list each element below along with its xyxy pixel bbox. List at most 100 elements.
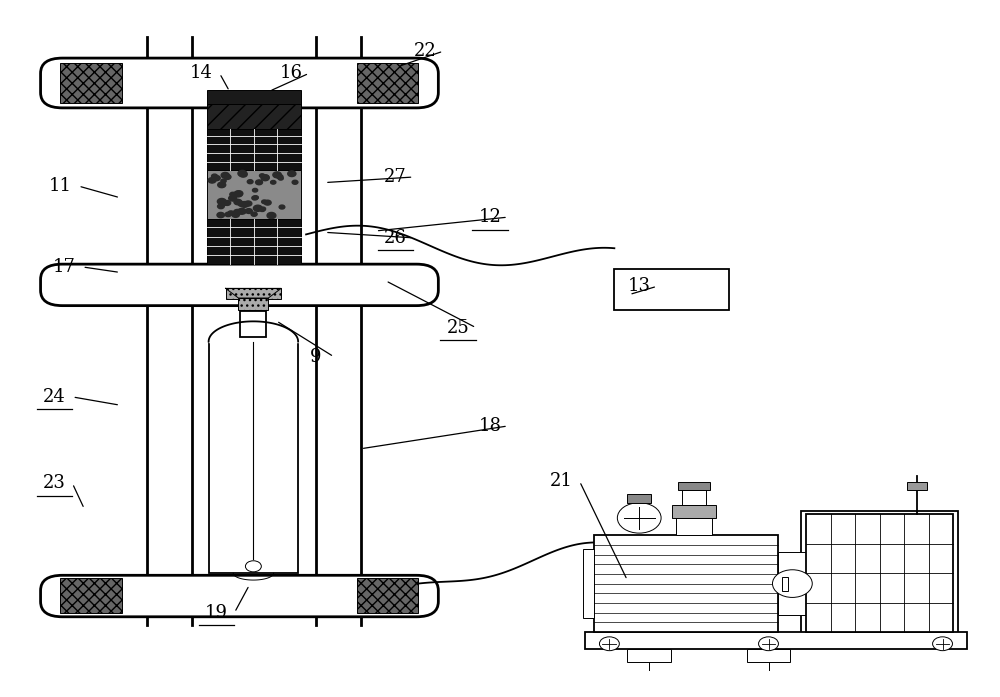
Bar xyxy=(207,170,301,218)
Text: 13: 13 xyxy=(628,277,651,296)
Bar xyxy=(207,104,301,129)
Circle shape xyxy=(245,208,252,213)
Circle shape xyxy=(261,175,269,181)
Circle shape xyxy=(218,182,226,187)
Bar xyxy=(207,90,301,105)
FancyBboxPatch shape xyxy=(41,264,438,305)
Circle shape xyxy=(245,561,261,572)
Text: 17: 17 xyxy=(53,258,76,276)
Circle shape xyxy=(234,199,242,205)
Text: 19: 19 xyxy=(205,604,228,622)
Circle shape xyxy=(224,201,231,206)
Bar xyxy=(357,578,418,613)
FancyBboxPatch shape xyxy=(41,575,438,617)
Bar xyxy=(782,576,788,590)
Circle shape xyxy=(212,174,218,178)
Circle shape xyxy=(228,211,234,215)
Circle shape xyxy=(235,191,243,196)
Circle shape xyxy=(252,188,258,192)
Circle shape xyxy=(772,569,812,597)
Circle shape xyxy=(221,172,229,178)
Circle shape xyxy=(262,200,267,204)
Bar xyxy=(238,298,268,310)
Circle shape xyxy=(253,196,258,199)
Circle shape xyxy=(256,180,263,185)
Bar xyxy=(614,269,729,310)
Circle shape xyxy=(238,208,246,214)
Bar xyxy=(627,494,651,503)
Circle shape xyxy=(933,637,952,651)
Bar xyxy=(676,518,712,535)
Bar xyxy=(778,553,806,615)
Circle shape xyxy=(253,205,262,211)
Circle shape xyxy=(217,213,224,217)
Bar xyxy=(678,482,710,490)
Bar xyxy=(226,289,281,299)
Circle shape xyxy=(259,208,265,211)
Circle shape xyxy=(229,195,237,201)
Circle shape xyxy=(234,209,241,215)
Text: 23: 23 xyxy=(43,475,66,492)
Circle shape xyxy=(247,180,253,184)
Bar xyxy=(682,490,706,505)
Circle shape xyxy=(220,201,227,206)
Circle shape xyxy=(599,637,619,651)
Bar xyxy=(801,511,958,636)
Circle shape xyxy=(225,213,231,217)
Bar xyxy=(672,505,716,518)
Circle shape xyxy=(292,181,298,184)
Circle shape xyxy=(262,175,269,180)
Circle shape xyxy=(238,201,245,206)
Text: 21: 21 xyxy=(550,473,573,490)
Bar xyxy=(60,578,122,613)
Bar xyxy=(240,311,266,337)
Text: 24: 24 xyxy=(43,388,66,406)
Bar xyxy=(806,514,953,632)
Text: 22: 22 xyxy=(414,43,437,60)
Bar xyxy=(627,650,671,661)
Circle shape xyxy=(251,212,257,216)
Circle shape xyxy=(224,174,231,179)
Bar xyxy=(209,342,298,573)
Circle shape xyxy=(252,196,258,200)
Circle shape xyxy=(238,170,247,176)
Bar xyxy=(747,650,790,661)
FancyBboxPatch shape xyxy=(41,58,438,108)
Bar xyxy=(594,535,778,632)
Circle shape xyxy=(260,207,266,210)
Text: 14: 14 xyxy=(190,64,213,82)
Text: 26: 26 xyxy=(384,229,407,247)
Text: 25: 25 xyxy=(447,319,470,337)
Bar xyxy=(357,63,418,103)
Bar xyxy=(207,129,301,170)
Circle shape xyxy=(234,191,242,197)
Circle shape xyxy=(273,172,281,178)
Circle shape xyxy=(217,199,226,204)
Text: 16: 16 xyxy=(280,64,303,82)
Bar xyxy=(585,632,967,650)
Circle shape xyxy=(221,179,226,183)
Bar xyxy=(583,549,594,618)
Circle shape xyxy=(279,205,285,209)
Circle shape xyxy=(230,192,236,197)
Circle shape xyxy=(259,174,265,178)
Text: 12: 12 xyxy=(479,208,501,226)
Circle shape xyxy=(271,181,276,184)
Circle shape xyxy=(239,171,247,177)
Text: 27: 27 xyxy=(384,168,407,186)
Circle shape xyxy=(617,503,661,533)
Circle shape xyxy=(232,212,239,217)
Circle shape xyxy=(213,176,220,181)
Circle shape xyxy=(277,175,283,179)
Circle shape xyxy=(244,201,252,206)
Bar xyxy=(207,218,301,264)
Text: 11: 11 xyxy=(49,177,72,195)
Circle shape xyxy=(278,176,283,180)
Circle shape xyxy=(267,213,276,219)
Circle shape xyxy=(240,201,249,207)
Bar xyxy=(60,63,122,103)
Text: 18: 18 xyxy=(479,417,502,435)
Text: 9: 9 xyxy=(310,348,322,366)
Circle shape xyxy=(264,200,271,205)
Bar xyxy=(907,482,927,490)
